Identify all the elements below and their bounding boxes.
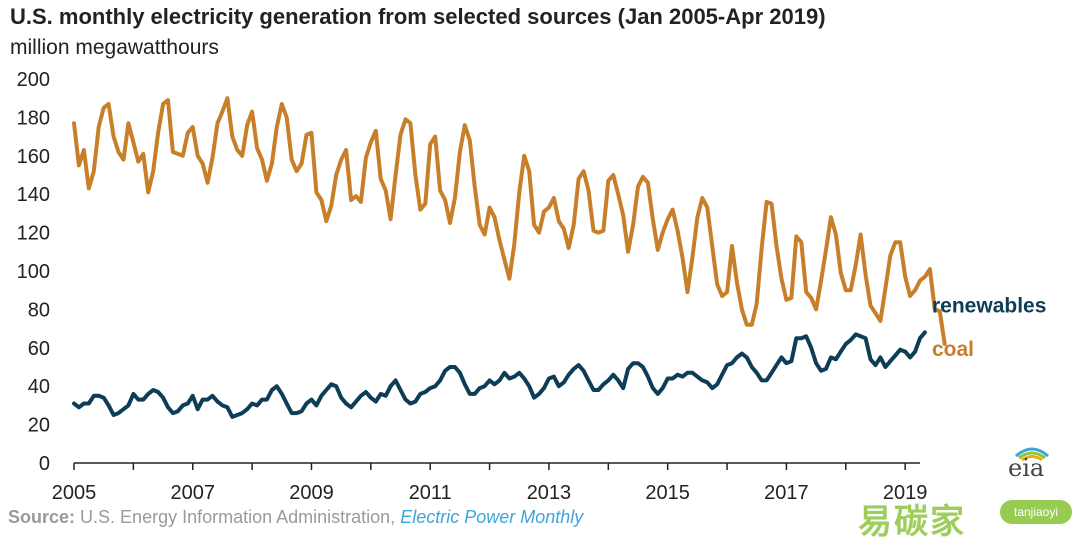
x-tick-label: 2017 [764, 482, 809, 504]
source-label: Source: [8, 507, 76, 527]
chart-subtitle-units: million megawatthours [10, 36, 219, 59]
y-tick-label: 0 [39, 453, 50, 475]
y-tick-label: 60 [28, 338, 50, 360]
chart-title: U.S. monthly electricity generation from… [10, 4, 826, 29]
y-tick-label: 100 [17, 261, 50, 283]
eia-arc-logo-icon [1015, 447, 1049, 462]
x-tick-label: 2005 [52, 482, 97, 504]
series-labels: renewables coal [932, 294, 1046, 361]
watermark-text: 易碳家 [858, 503, 966, 541]
x-tick-label: 2009 [289, 482, 334, 504]
x-tick-label: 2011 [409, 482, 452, 504]
source-org: U.S. Energy Information Administration, [80, 507, 396, 527]
y-tick-label: 140 [17, 184, 50, 206]
x-tick-label: 2007 [170, 482, 215, 504]
series-label-coal: coal [932, 338, 974, 361]
y-tick-label: 40 [28, 376, 50, 398]
source-publication-link[interactable]: Electric Power Monthly [400, 507, 584, 527]
y-tick-label: 80 [28, 299, 50, 321]
watermark-tag: tanjiaoyi [1000, 500, 1072, 524]
y-axis-ticks: 0 20 40 60 80 100 120 140 160 180 200 [17, 69, 50, 475]
y-tick-label: 120 [17, 223, 50, 245]
y-tick-label: 20 [28, 415, 50, 437]
series-line-coal [72, 96, 947, 346]
y-tick-label: 200 [17, 69, 50, 91]
y-tick-label: 160 [17, 146, 50, 168]
series-label-renewables: renewables [932, 294, 1046, 317]
series-line-renewables [72, 330, 927, 419]
x-axis: 2005 2007 2009 2011 2013 2015 2017 2019 [52, 462, 928, 504]
x-tick-label: 2013 [527, 482, 572, 504]
y-tick-label: 180 [17, 107, 50, 129]
x-tick-label: 2015 [645, 482, 690, 504]
x-tick-label: 2019 [883, 482, 928, 504]
series-lines [72, 96, 947, 419]
source-note: Source: U.S. Energy Information Administ… [8, 507, 583, 528]
eia-logo-text: eia [1008, 454, 1045, 482]
